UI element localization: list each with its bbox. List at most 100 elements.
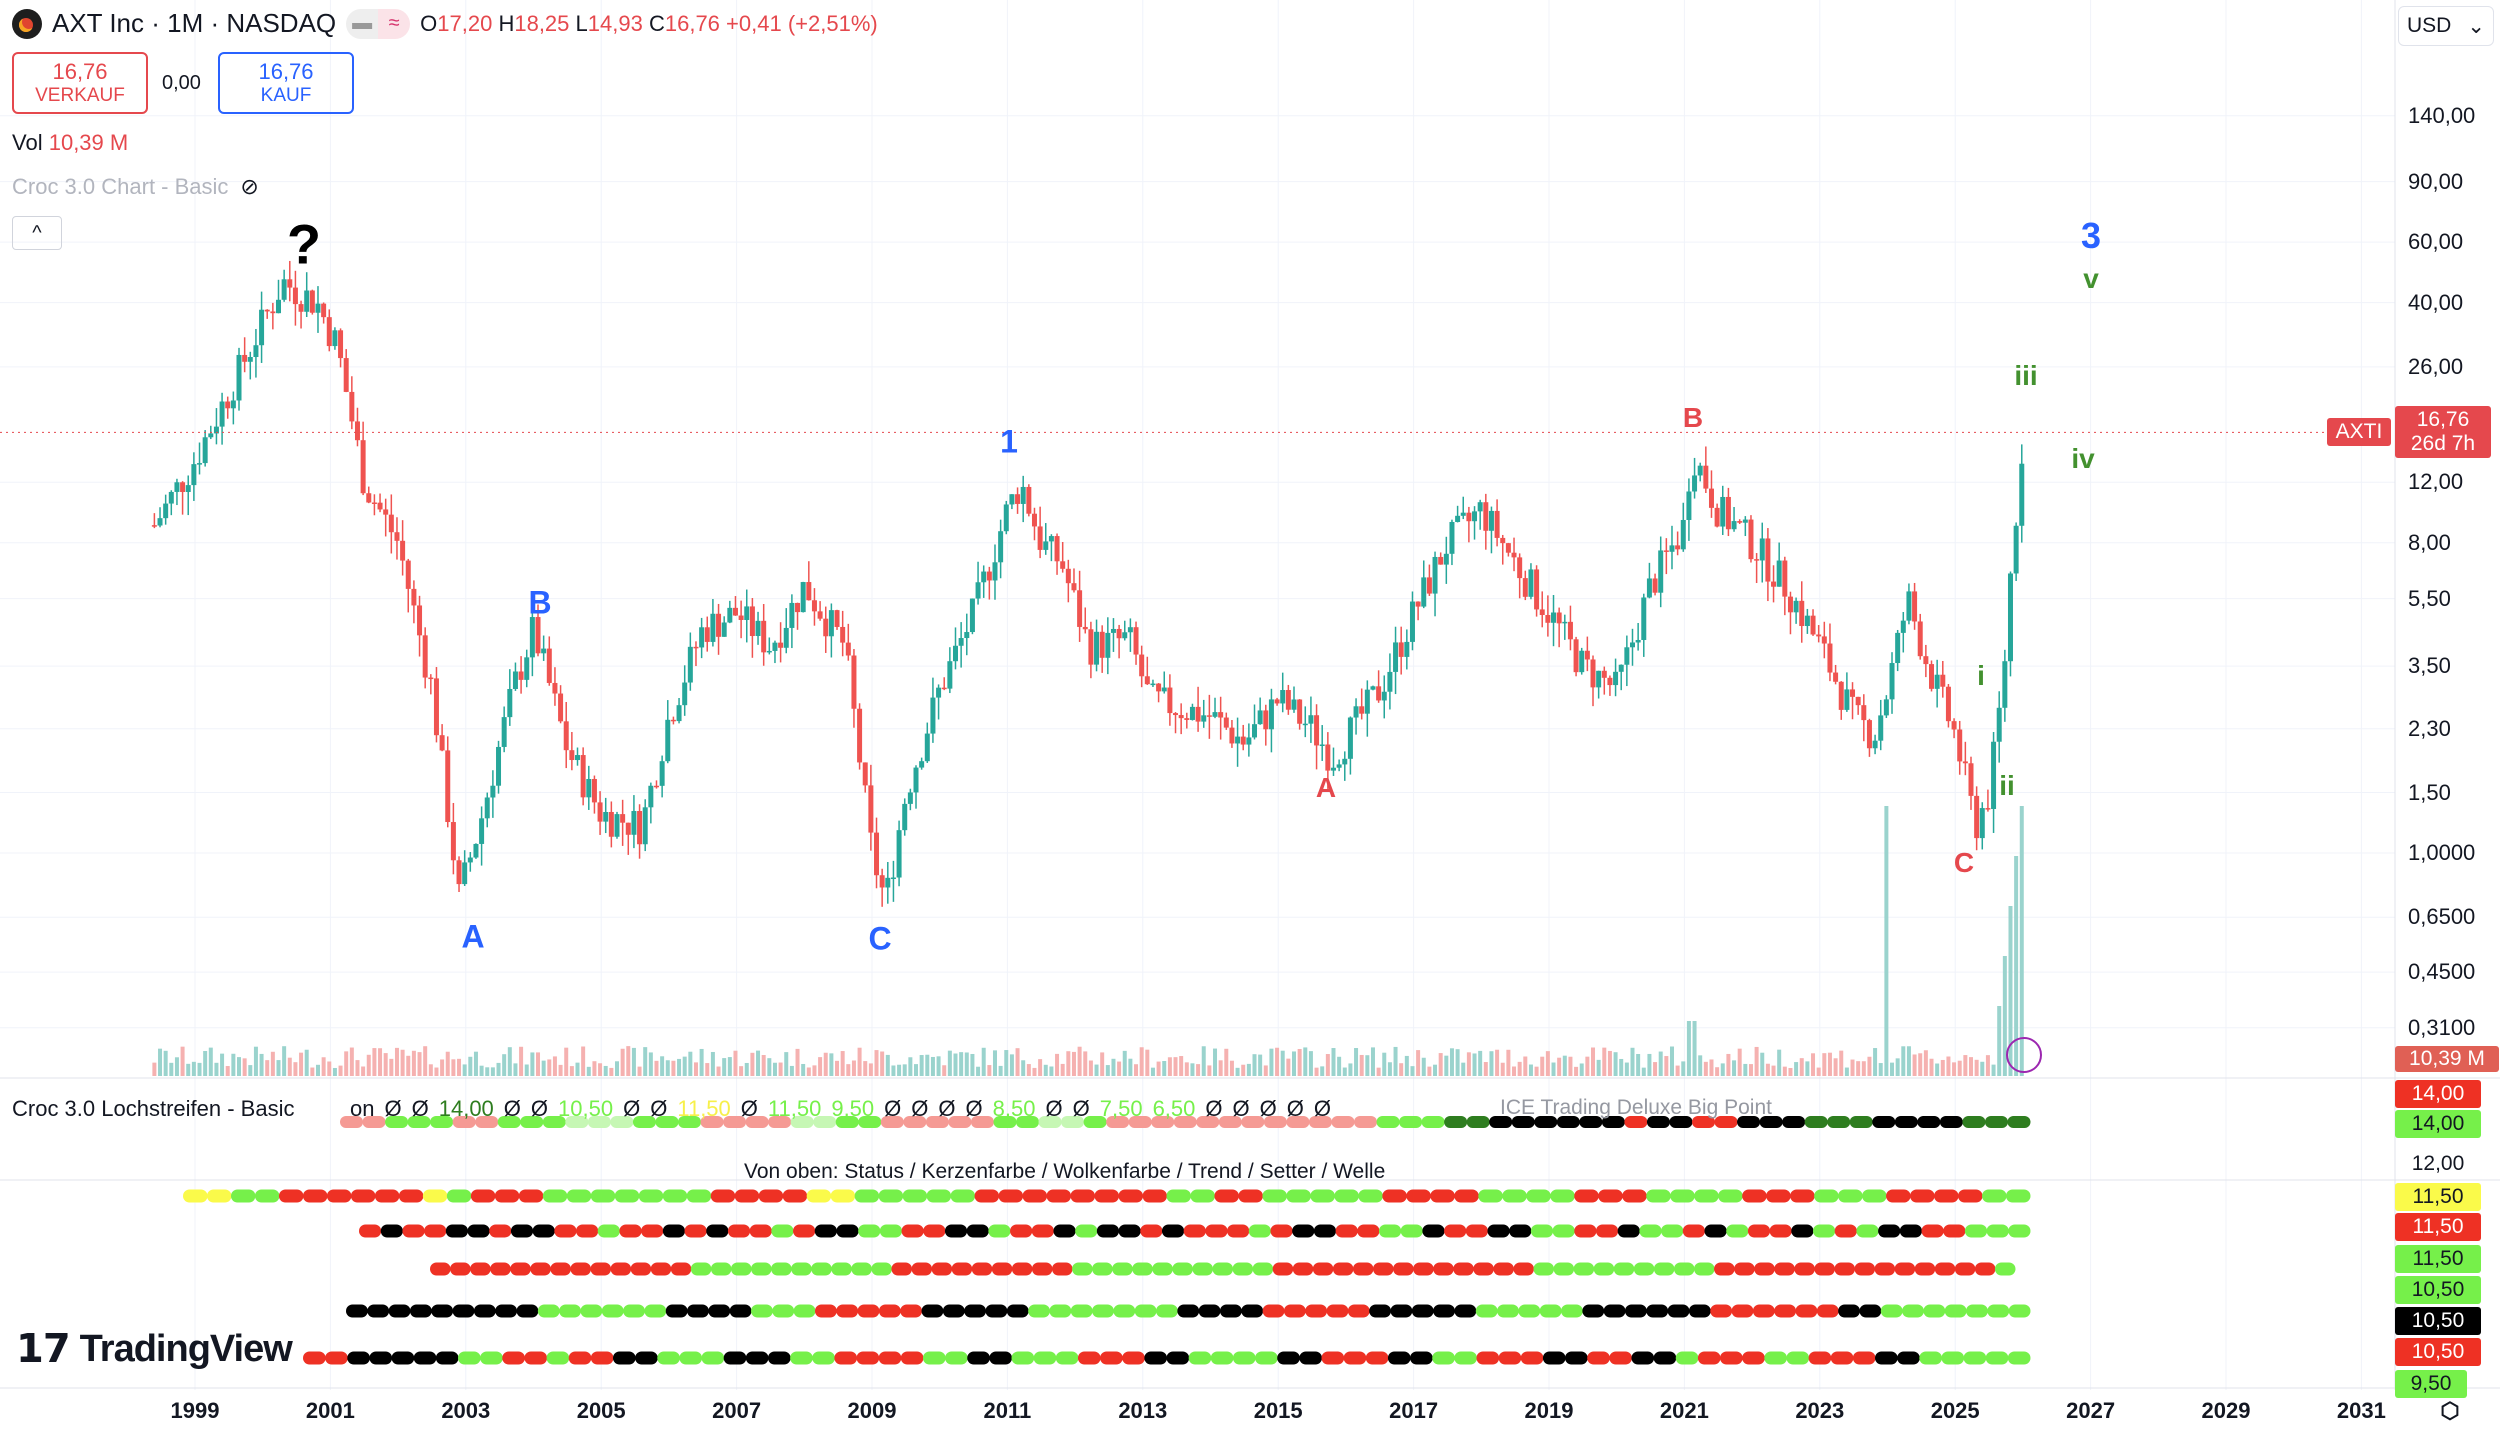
strip-segment — [903, 1116, 927, 1128]
strip-segment — [1598, 1189, 1623, 1203]
symbol-title[interactable]: AXT Inc · 1M · NASDAQ — [52, 8, 337, 38]
strip-segment — [951, 1262, 973, 1276]
candle-body — [1658, 550, 1664, 593]
strip-segment — [1838, 1304, 1860, 1318]
strip-segment — [814, 1304, 837, 1318]
candle-body — [828, 610, 834, 637]
wave-label[interactable]: i — [1977, 660, 1985, 691]
volume-bar — [1816, 1067, 1821, 1076]
strip-segment — [1987, 1304, 2010, 1318]
wave-label[interactable]: ii — [1999, 770, 2015, 801]
settings-gear-icon[interactable]: ⬡ — [2440, 1398, 2460, 1423]
strip-segment — [1444, 1116, 1468, 1128]
candle-body — [682, 682, 688, 706]
wave-label[interactable]: A — [461, 918, 485, 955]
volume-bar — [1557, 1057, 1562, 1076]
volume-bar — [1043, 1064, 1048, 1076]
volume-bar — [840, 1051, 845, 1076]
wave-label[interactable]: B — [1682, 402, 1704, 433]
strip-segment — [1312, 1262, 1334, 1276]
tradingview-logo[interactable]: 𝟭𝟳 TradingView — [16, 1327, 293, 1371]
volume-bar — [361, 1066, 366, 1076]
lochstreifen-value: Ø — [884, 1096, 902, 1121]
candle-body — [1099, 631, 1105, 658]
strip-segment — [662, 1189, 688, 1203]
wave-label[interactable]: iii — [2014, 360, 2038, 391]
volume-bar — [259, 1053, 264, 1076]
candle-body — [304, 290, 310, 312]
candle-body — [1855, 696, 1861, 706]
strip-segment — [1574, 1224, 1597, 1238]
lochstreifen-value: Ø — [740, 1096, 758, 1121]
hidden-eye-icon[interactable]: ⊘ — [240, 174, 259, 199]
candle-body — [800, 582, 806, 613]
delayed-data-icon: ≈ — [378, 8, 411, 39]
wave-label[interactable]: C — [868, 920, 892, 957]
collapse-legend-button[interactable]: ^ — [12, 216, 62, 250]
strip-segment — [700, 1116, 724, 1128]
volume-bar — [1455, 1049, 1460, 1076]
strip-segment — [1010, 1224, 1033, 1238]
strip-segment — [1476, 1351, 1500, 1365]
strip-segment — [655, 1116, 679, 1128]
strip-segment — [1675, 1351, 1699, 1365]
strip-segment — [1582, 1304, 1605, 1318]
candle-body — [1195, 706, 1201, 722]
wave-label[interactable]: ? — [286, 212, 322, 276]
currency-selector[interactable]: USD ⌄ — [2398, 6, 2494, 46]
volume-bar — [564, 1047, 569, 1076]
strip-segment — [1774, 1262, 1795, 1276]
wave-label[interactable]: iv — [2071, 443, 2095, 474]
strip-segment — [1556, 1116, 1580, 1128]
candle-body — [727, 607, 733, 623]
wave-label[interactable]: 3 — [2080, 215, 2102, 256]
wave-label[interactable]: A — [1315, 772, 1337, 803]
strip-segment — [1714, 1116, 1738, 1128]
strip-segment — [1132, 1262, 1153, 1276]
candle-body — [1669, 545, 1675, 552]
candle-body — [648, 785, 654, 808]
candle-body — [637, 811, 643, 845]
volume-bar — [282, 1046, 287, 1076]
candle-body — [1455, 515, 1461, 522]
strip-segment — [1962, 1116, 1986, 1128]
candle-body — [1652, 578, 1658, 593]
candle-body — [1912, 591, 1918, 622]
price-tick-label: 2,30 — [2408, 715, 2451, 741]
volume-bar — [1980, 1061, 1985, 1076]
wave-label[interactable]: B — [528, 584, 552, 621]
volume-bar — [344, 1051, 349, 1076]
strip-segment — [911, 1262, 933, 1276]
sell-button[interactable]: 16,76 VERKAUF — [12, 52, 148, 114]
buy-button[interactable]: 16,76 KAUF — [218, 52, 354, 114]
candle-body — [1663, 550, 1669, 552]
status-pill[interactable]: ▬ ≈ — [346, 8, 411, 39]
strip-segment — [1410, 1351, 1433, 1365]
strip-segment — [900, 1304, 923, 1318]
candle-body — [687, 646, 693, 683]
candle-body — [1466, 512, 1472, 522]
wave-label[interactable]: v — [2083, 263, 2099, 294]
strip-segment — [1849, 1116, 1873, 1128]
candle-body — [428, 677, 434, 680]
volume-bar — [186, 1063, 191, 1076]
volume-bar — [1935, 1063, 1940, 1076]
strip-segment — [580, 1304, 603, 1318]
wave-label[interactable]: 1 — [1000, 423, 1018, 460]
volume-bar — [1038, 1059, 1043, 1076]
strip-segment — [1092, 1304, 1114, 1318]
strip-segment — [1070, 1304, 1093, 1318]
volume-bar — [1196, 1064, 1201, 1076]
strip-segment — [1033, 1351, 1057, 1365]
strip-segment — [388, 1304, 411, 1318]
strip-segment — [878, 1189, 904, 1203]
candle-body — [738, 615, 744, 620]
candle-body — [890, 877, 896, 880]
candle-body — [1607, 677, 1613, 686]
volume-bar — [315, 1064, 320, 1076]
indicator-legend-croc-chart[interactable]: Croc 3.0 Chart - Basic ⊘ — [12, 174, 259, 199]
wave-label[interactable]: C — [1953, 847, 1975, 878]
volume-bar — [411, 1050, 416, 1076]
candle-body — [862, 762, 868, 786]
